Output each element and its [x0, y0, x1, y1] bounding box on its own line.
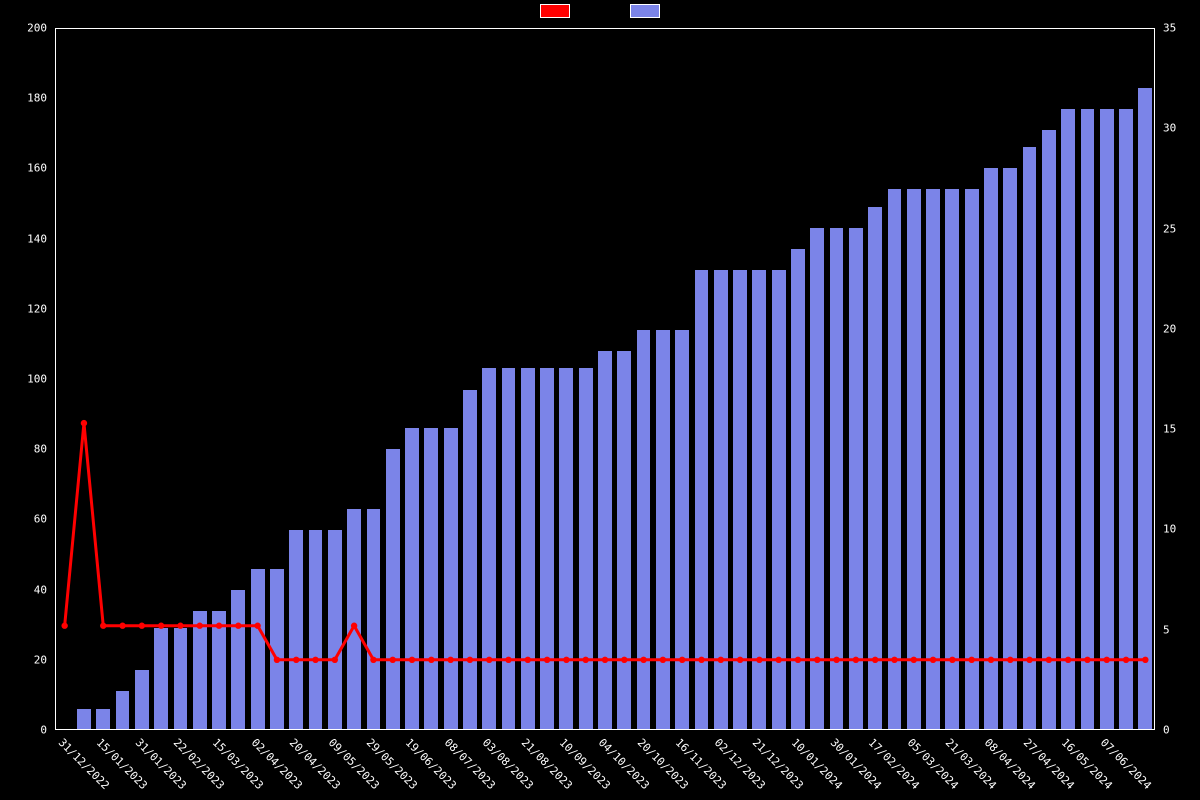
y-right-tick: 35: [1163, 22, 1176, 35]
y-left-tick: 160: [0, 162, 47, 175]
bar: [1080, 109, 1096, 730]
bar: [462, 390, 478, 730]
bar: [250, 569, 266, 730]
y-right-tick: 5: [1163, 623, 1170, 636]
bar: [385, 449, 401, 730]
bar: [423, 428, 439, 730]
y-left-tick: 80: [0, 443, 47, 456]
bar: [616, 351, 632, 730]
bar: [501, 368, 517, 730]
y-right-tick: 20: [1163, 322, 1176, 335]
y-left-tick: 100: [0, 373, 47, 386]
bar: [809, 228, 825, 730]
bar: [1060, 109, 1076, 730]
bar: [481, 368, 497, 730]
bar: [211, 611, 227, 730]
bar: [153, 628, 169, 730]
bar: [173, 628, 189, 730]
bar: [115, 691, 131, 730]
bar: [636, 330, 652, 730]
bar: [269, 569, 285, 730]
bar: [674, 330, 690, 730]
y-left-tick: 120: [0, 302, 47, 315]
y-right-tick: 30: [1163, 122, 1176, 135]
chart-container: 0 20 40 60 80 100 120 140 160 180 200 0 5 10 15 20 25 30…: [0, 0, 1200, 800]
bar: [1002, 168, 1018, 730]
bar: [964, 189, 980, 730]
bar: [520, 368, 536, 730]
bar: [134, 670, 150, 730]
plot-area: [55, 28, 1155, 730]
bar: [95, 709, 111, 730]
y-left-tick: 180: [0, 92, 47, 105]
bar: [346, 509, 362, 730]
bar: [694, 270, 710, 730]
bar: [906, 189, 922, 730]
bar: [558, 368, 574, 730]
legend-swatch-line: [540, 4, 570, 18]
bar: [925, 189, 941, 730]
bar: [887, 189, 903, 730]
y-left-tick: 40: [0, 583, 47, 596]
y-right-tick: 10: [1163, 523, 1176, 536]
bar: [867, 207, 883, 730]
bar: [366, 509, 382, 730]
y-left-tick: 0: [0, 724, 47, 737]
legend: [0, 4, 1200, 18]
y-left-tick: 140: [0, 232, 47, 245]
bar: [1022, 147, 1038, 730]
bar: [539, 368, 555, 730]
y-left-tick: 60: [0, 513, 47, 526]
y-right-tick: 0: [1163, 724, 1170, 737]
bar: [288, 530, 304, 730]
legend-swatch-bar: [630, 4, 660, 18]
bar: [578, 368, 594, 730]
y-right-tick: 25: [1163, 222, 1176, 235]
bar: [829, 228, 845, 730]
bar: [848, 228, 864, 730]
bar: [944, 189, 960, 730]
bar: [76, 709, 92, 730]
bar: [230, 590, 246, 730]
bar: [1118, 109, 1134, 730]
bar: [771, 270, 787, 730]
bar: [327, 530, 343, 730]
legend-item-line: [540, 4, 570, 18]
bar: [308, 530, 324, 730]
bar: [443, 428, 459, 730]
bar: [1099, 109, 1115, 730]
bar: [655, 330, 671, 730]
bar: [713, 270, 729, 730]
bar: [1041, 130, 1057, 730]
bar: [732, 270, 748, 730]
bar: [1137, 88, 1153, 730]
legend-item-bar: [630, 4, 660, 18]
y-left-tick: 200: [0, 22, 47, 35]
bar: [597, 351, 613, 730]
bar: [404, 428, 420, 730]
bar: [983, 168, 999, 730]
y-left-tick: 20: [0, 653, 47, 666]
bar: [751, 270, 767, 730]
bar: [790, 249, 806, 730]
y-right-tick: 15: [1163, 423, 1176, 436]
bar: [192, 611, 208, 730]
